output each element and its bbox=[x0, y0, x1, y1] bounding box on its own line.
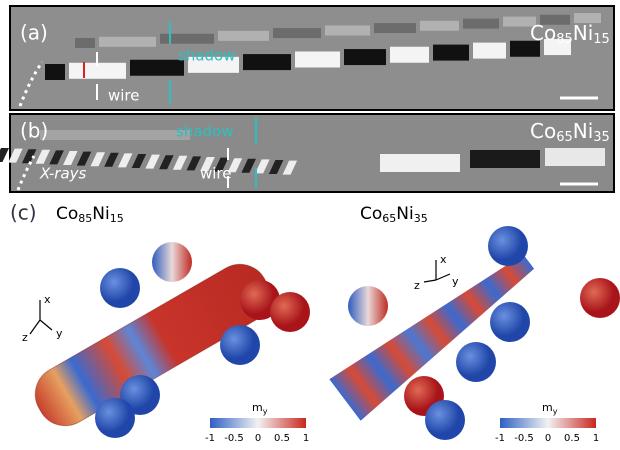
axis-label: y bbox=[452, 275, 459, 288]
domain bbox=[470, 150, 540, 168]
colorbar-tick: 1 bbox=[303, 433, 309, 444]
subscript: y bbox=[553, 407, 558, 416]
domain bbox=[45, 64, 65, 80]
symbol: m bbox=[542, 401, 553, 414]
shadow-domain bbox=[325, 26, 370, 36]
colorbar-tick: 1 bbox=[593, 433, 599, 444]
domain bbox=[545, 148, 605, 166]
colorbar-label: my bbox=[542, 401, 558, 416]
symbol: m bbox=[252, 401, 263, 414]
colorbar-tick: 0.5 bbox=[274, 433, 290, 444]
material: Co85Ni15 bbox=[56, 204, 124, 225]
shadow-domain bbox=[420, 21, 459, 31]
figure: (a) Co85Ni15 shadow wire (b) Co65Ni35 sh… bbox=[0, 0, 620, 446]
colorbar-tick: -1 bbox=[205, 433, 215, 444]
axis-label: x bbox=[44, 293, 51, 306]
shadow-label: shadow bbox=[176, 123, 233, 141]
shadow-domain bbox=[374, 23, 416, 33]
panel-a: (a) Co85Ni15 shadow wire bbox=[10, 6, 614, 110]
colorbar bbox=[210, 418, 306, 428]
cross-section bbox=[488, 226, 528, 266]
cross-section bbox=[100, 268, 140, 308]
colorbar-tick: 0 bbox=[545, 433, 551, 444]
domain bbox=[390, 47, 429, 63]
domain bbox=[0, 148, 9, 162]
cross-section bbox=[152, 242, 192, 282]
cross-section bbox=[348, 286, 388, 326]
cross-section bbox=[425, 400, 465, 440]
axis-label: z bbox=[414, 279, 420, 292]
colorbar-tick: 0 bbox=[255, 433, 261, 444]
axis-label: x bbox=[440, 253, 447, 266]
cross-section bbox=[456, 342, 496, 382]
shadow-domain bbox=[463, 19, 499, 29]
panel-c: (c) Co85Ni15 Co65Ni35 x y z x y z my-1-0… bbox=[10, 201, 620, 445]
cross-section bbox=[490, 302, 530, 342]
beam-label: X-rays bbox=[39, 165, 87, 183]
cross-section bbox=[220, 325, 260, 365]
domain bbox=[130, 60, 184, 76]
colorbar bbox=[500, 418, 596, 428]
colorbar-tick: -1 bbox=[495, 433, 505, 444]
domain bbox=[243, 54, 291, 70]
wire-label: wire bbox=[108, 87, 140, 105]
cross-section bbox=[270, 292, 310, 332]
domain bbox=[295, 52, 340, 68]
shadow-domain bbox=[40, 130, 190, 140]
material: Co65Ni35 bbox=[360, 204, 428, 225]
panel-label: (b) bbox=[20, 119, 48, 143]
shadow-domain bbox=[273, 28, 321, 38]
panel-b: (b) Co65Ni35 shadow wire X-rays bbox=[0, 114, 614, 192]
colorbar-tick: -0.5 bbox=[514, 433, 534, 444]
wire-label: wire bbox=[200, 165, 232, 183]
domain bbox=[380, 154, 460, 172]
axis-label: z bbox=[22, 331, 28, 344]
cross-section bbox=[95, 398, 135, 438]
shadow-domain bbox=[75, 38, 95, 48]
colorbar-tick: -0.5 bbox=[224, 433, 244, 444]
cross-section bbox=[580, 278, 620, 318]
colorbar-label: my bbox=[252, 401, 268, 416]
shadow-domain bbox=[160, 34, 214, 44]
colorbar-tick: 0.5 bbox=[564, 433, 580, 444]
panel-label: (c) bbox=[10, 201, 37, 225]
axis-label: y bbox=[56, 327, 63, 340]
panel-label: (a) bbox=[20, 21, 48, 45]
domain bbox=[344, 49, 386, 65]
subscript: y bbox=[263, 407, 268, 416]
shadow-domain bbox=[99, 37, 156, 47]
domain bbox=[433, 45, 469, 61]
shadow-domain bbox=[218, 31, 269, 41]
domain bbox=[473, 43, 506, 59]
shadow-label: shadow bbox=[178, 47, 235, 65]
